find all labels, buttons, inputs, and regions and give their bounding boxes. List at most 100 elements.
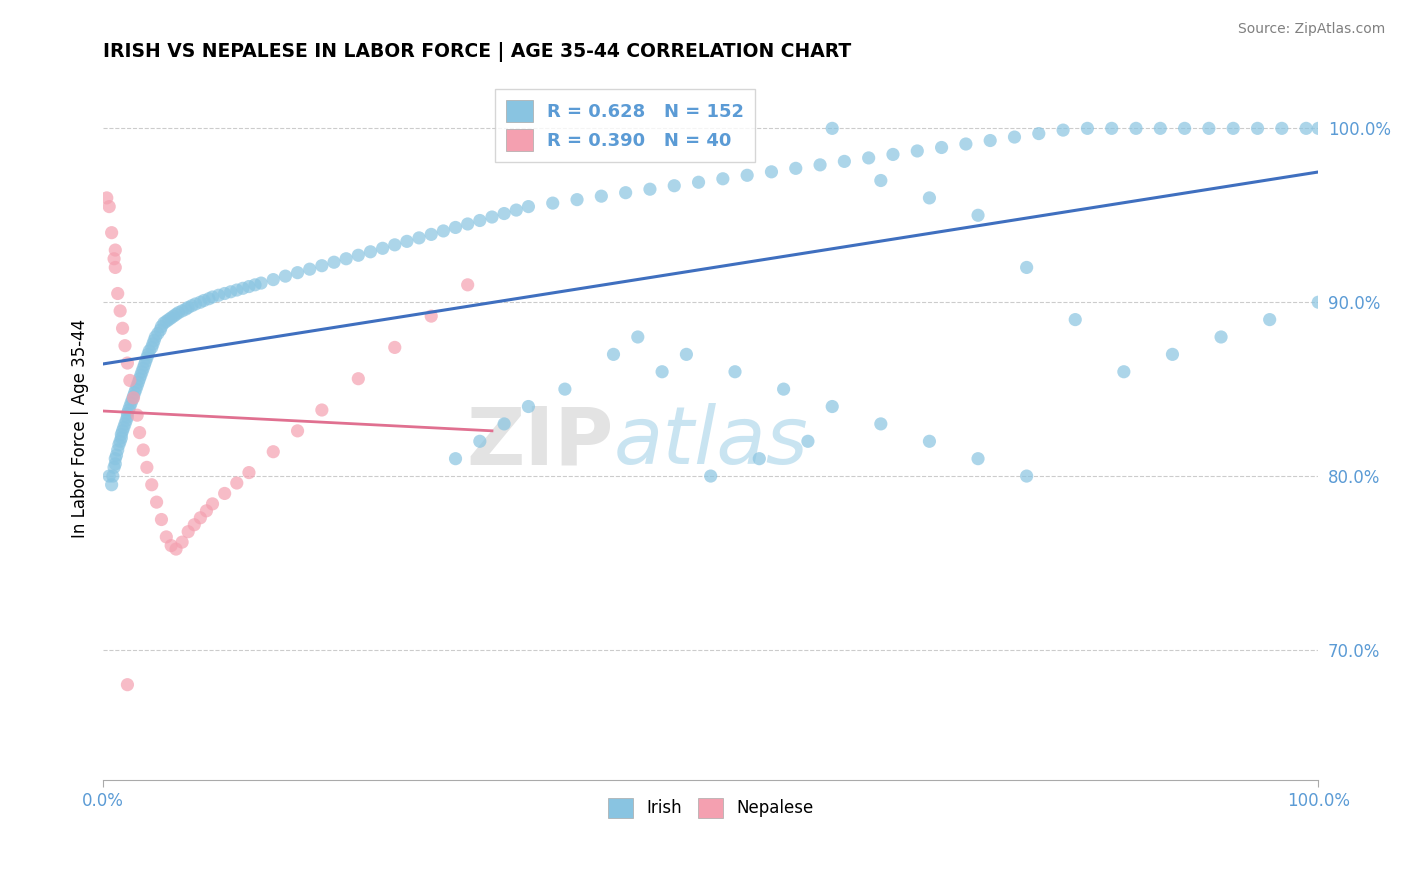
Point [565, 193, 588, 207]
Point [905, 144, 928, 158]
Point [505, 203, 527, 218]
Point [141, 477, 163, 491]
Point [150, 319, 173, 334]
Point [1125, 121, 1147, 136]
Point [225, 283, 247, 297]
Point [108, 438, 131, 452]
Point [128, 425, 150, 440]
Point [638, 182, 661, 196]
Point [142, 337, 165, 351]
Point [98, 469, 121, 483]
Point [117, 403, 139, 417]
Point [1209, 330, 1232, 344]
Point [1271, 121, 1294, 136]
Point [761, 165, 783, 179]
Point [711, 171, 734, 186]
Point [359, 244, 381, 259]
Point [124, 385, 146, 400]
Point [207, 288, 229, 302]
Point [117, 409, 139, 424]
Point [195, 504, 218, 518]
Point [1004, 130, 1026, 145]
Point [311, 403, 333, 417]
Point [135, 354, 157, 368]
Point [104, 451, 127, 466]
Point [141, 340, 163, 354]
Point [96, 191, 118, 205]
Point [122, 389, 145, 403]
Point [172, 304, 194, 318]
Point [627, 330, 650, 344]
Point [188, 510, 211, 524]
Point [1258, 312, 1281, 326]
Point [117, 678, 139, 692]
Point [238, 279, 260, 293]
Point [1308, 295, 1330, 310]
Point [127, 378, 149, 392]
Point [145, 495, 167, 509]
Point [172, 535, 194, 549]
Point [724, 365, 747, 379]
Point [821, 400, 844, 414]
Point [132, 361, 155, 376]
Point [797, 434, 820, 449]
Point [114, 339, 136, 353]
Point [420, 309, 443, 323]
Point [869, 417, 891, 431]
Point [250, 276, 273, 290]
Point [457, 277, 479, 292]
Point [107, 286, 129, 301]
Point [201, 290, 224, 304]
Point [188, 295, 211, 310]
Point [444, 220, 467, 235]
Point [967, 451, 990, 466]
Point [918, 434, 941, 449]
Point [614, 186, 637, 200]
Point [135, 351, 157, 365]
Point [1161, 347, 1184, 361]
Point [858, 151, 880, 165]
Point [748, 451, 770, 466]
Point [153, 316, 176, 330]
Point [114, 417, 136, 431]
Point [118, 374, 141, 388]
Point [134, 358, 156, 372]
Point [323, 255, 346, 269]
Point [103, 252, 125, 266]
Point [238, 466, 260, 480]
Point [1052, 123, 1074, 137]
Point [481, 210, 503, 224]
Point [347, 372, 370, 386]
Point [100, 477, 122, 491]
Point [1015, 469, 1038, 483]
Point [162, 309, 184, 323]
Point [111, 424, 134, 438]
Point [165, 542, 187, 557]
Point [138, 343, 160, 358]
Point [274, 269, 297, 284]
Point [395, 235, 418, 249]
Legend: Irish, Nepalese: Irish, Nepalese [600, 791, 821, 825]
Point [1174, 121, 1197, 136]
Point [918, 191, 941, 205]
Point [1076, 121, 1098, 136]
Point [699, 469, 721, 483]
Point [135, 460, 157, 475]
Point [979, 134, 1001, 148]
Text: atlas: atlas [613, 403, 808, 482]
Point [122, 391, 145, 405]
Point [100, 226, 122, 240]
Point [468, 434, 491, 449]
Point [118, 400, 141, 414]
Point [129, 368, 152, 383]
Point [1112, 365, 1135, 379]
Point [287, 424, 309, 438]
Point [103, 460, 125, 475]
Point [127, 408, 149, 422]
Point [117, 407, 139, 421]
Point [150, 512, 173, 526]
Point [120, 396, 142, 410]
Point [132, 442, 155, 457]
Point [136, 347, 159, 361]
Point [149, 323, 172, 337]
